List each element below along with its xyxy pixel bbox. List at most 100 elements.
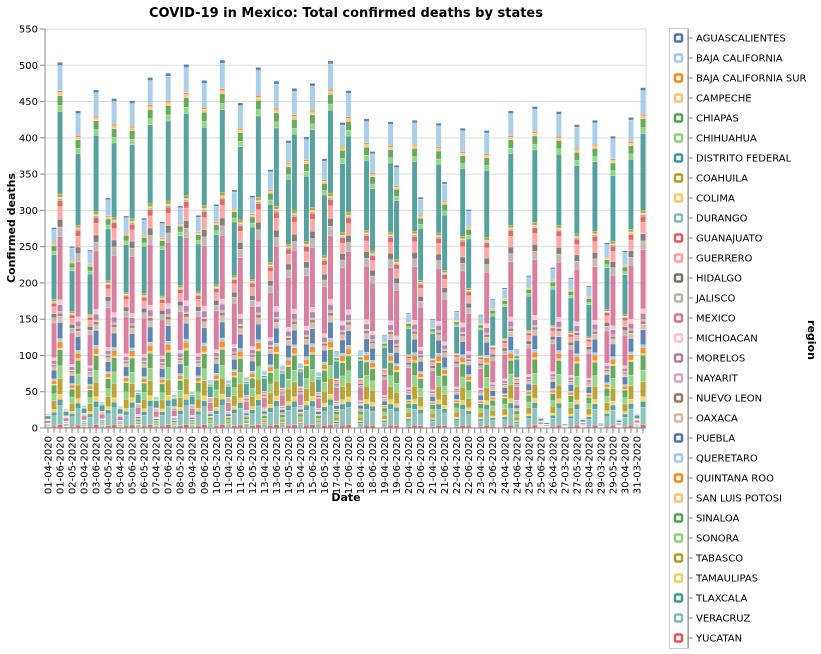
bar-segment: COAHUILA 06-06-2020 <box>147 203 153 207</box>
bar-segment: BAJA CALIFORNIA SUR 27-05-2020 <box>574 148 580 150</box>
bar-segment: VERACRUZ 18-05-2020 <box>364 409 369 426</box>
bar-segment: TAMAULIPAS 30-04-2020 <box>622 411 628 414</box>
bar-segment: TABASCO 25-04-2020 <box>526 407 532 414</box>
bar-segment: SAN LUIS POTOSI 01-06-2020 <box>57 348 63 350</box>
bar-segment: CHIHUAHUA 11-05-2020 <box>231 218 237 222</box>
bar-segment: TAMAULIPAS 29-05-2020 <box>610 401 616 405</box>
bar-segment: TAMAULIPAS 25-05-2020 <box>532 398 538 403</box>
bar-segment: COLIMA 16-05-2020 <box>322 258 327 259</box>
bar-segment: QUERETARO 23-04-2020 <box>478 400 484 402</box>
bar-segment: VERACRUZ 04-06-2020 <box>111 408 117 425</box>
bar-segment: QUINTANA ROO 19-06-2020 <box>394 366 400 371</box>
bar-segment: DURANGO 20-05-2020 <box>412 235 418 237</box>
bar-segment: SINALOA 14-05-2020 <box>285 366 291 379</box>
bar-segment: CHIHUAHUA 19-05-2020 <box>388 157 394 163</box>
bar-segment: CHIHUAHUA 21-04-2020 <box>430 332 436 334</box>
bar-segment: TLAXCALA 13-05-2020 <box>267 407 273 413</box>
bar-segment: GUERRERO 17-05-2020 <box>340 243 345 254</box>
bar-segment: TLAXCALA 06-05-2020 <box>141 411 147 415</box>
bar-segment: SAN LUIS POTOSI 19-06-2020 <box>394 370 400 372</box>
bar-segment: MEXICO 17-04-2020 <box>334 387 339 401</box>
bar-segment: PUEBLA 11-06-2020 <box>237 334 243 349</box>
bar-segment: NAYARIT 20-05-2020 <box>412 329 418 332</box>
bar-segment: COAHUILA 30-04-2020 <box>622 314 628 317</box>
bar-segment: VERACRUZ 20-05-2020 <box>412 409 418 426</box>
bar-segment: SAN LUIS POTOSI 15-06-2020 <box>309 352 315 355</box>
bar-segment: SINALOA 02-05-2020 <box>69 389 75 397</box>
bar-segment: HIDALGO 24-04-2020 <box>502 348 508 351</box>
bar-segment: SINALOA 10-06-2020 <box>219 349 225 366</box>
bar-segment: COAHUILA 18-06-2020 <box>370 251 376 254</box>
bar-segment: SONORA 09-06-2020 <box>201 368 207 381</box>
bar-segment: JALISCO 06-04-2020 <box>135 406 141 408</box>
bar-segment: BAJA CALIFORNIA 02-05-2020 <box>69 248 75 261</box>
bar-segment: TLAXCALA 24-05-2020 <box>508 403 514 409</box>
bar-segment: CHIHUAHUA 26-05-2020 <box>556 148 562 155</box>
bar-segment: CHIHUAHUA 06-05-2020 <box>141 243 147 247</box>
bar-segment: GUANAJUATO 19-06-2020 <box>394 264 400 269</box>
bar-segment: CHIHUAHUA 08-05-2020 <box>177 232 183 236</box>
bar-segment: MICHOACAN 04-05-2020 <box>105 347 111 351</box>
bar-segment: MORELOS 31-05-2020 <box>640 313 646 320</box>
bar-segment: MEXICO 18-05-2020 <box>364 266 369 320</box>
bar-segment: AGUASCALIENTES 26-05-2020 <box>556 111 562 115</box>
bar-segment: MORELOS 03-05-2020 <box>87 368 93 372</box>
bar-segment: HIDALGO 18-06-2020 <box>370 270 376 276</box>
bar-segment: JALISCO 22-04-2020 <box>454 363 460 367</box>
bar-segment: YUCATAN 26-05-2020 <box>556 425 562 428</box>
bar-segment: QUERETARO 13-05-2020 <box>267 364 273 367</box>
bar-segment: JALISCO 04-05-2020 <box>105 301 111 308</box>
bar-segment: SINALOA 28-04-2020 <box>586 397 592 404</box>
x-tick-label: 22-06-2020 <box>464 436 475 494</box>
bar-segment: DISTRITO FEDERAL 24-05-2020 <box>508 153 514 225</box>
bar-segment: GUANAJUATO 28-05-2020 <box>592 236 598 242</box>
bar-segment: TAMAULIPAS 24-05-2020 <box>508 398 514 403</box>
bar-segment: GUERRERO 15-05-2020 <box>303 252 309 262</box>
bar-segment: MORELOS 17-06-2020 <box>346 314 351 321</box>
bar-segment: QUERETARO 23-06-2020 <box>490 396 496 398</box>
bar-stack: YUCATAN 09-04-2020VERACRUZ 09-04-2020TLA… <box>189 391 195 428</box>
bar-segment: MORELOS 24-04-2020 <box>502 380 508 384</box>
bar-segment: SINALOA 01-05-2020 <box>51 385 57 394</box>
bar-segment: TLAXCALA 28-04-2020 <box>586 416 592 420</box>
bar-segment: DURANGO 14-06-2020 <box>291 214 297 217</box>
bar-segment: GUERRERO 15-06-2020 <box>309 219 315 232</box>
bar-stack: YUCATAN 08-06-2020VERACRUZ 08-06-2020TLA… <box>183 64 189 428</box>
bar-segment: COAHUILA 20-06-2020 <box>418 280 424 283</box>
bar-segment: DISTRITO FEDERAL 28-05-2020 <box>592 161 598 231</box>
bar-segment: PUEBLA 28-04-2020 <box>586 387 592 393</box>
bar-segment: VERACRUZ 21-05-2020 <box>436 409 442 426</box>
legend-symbol-icon <box>673 493 684 503</box>
bar-segment: QUINTANA ROO 19-05-2020 <box>388 355 394 361</box>
bar-segment: CHIHUAHUA 19-04-2020 <box>382 346 388 348</box>
bar-segment: SAN LUIS POTOSI 04-06-2020 <box>111 356 117 358</box>
bar-segment: TABASCO 22-04-2020 <box>454 412 460 417</box>
bar-segment: NUEVO LEON 15-06-2020 <box>309 319 315 323</box>
bar-segment: NUEVO LEON 09-06-2020 <box>201 318 207 322</box>
bar-segment: MEXICO 31-05-2020 <box>640 249 646 309</box>
bar-segment: GUERRERO 10-04-2020 <box>207 399 213 401</box>
bar-segment: CAMPECHE 27-04-2020 <box>568 290 574 292</box>
bar-segment: MEXICO 20-05-2020 <box>412 267 418 321</box>
bar-segment: DISTRITO FEDERAL 24-04-2020 <box>502 306 508 339</box>
bar-segment: GUANAJUATO 27-05-2020 <box>574 239 580 245</box>
bar-segment: GUANAJUATO 30-04-2020 <box>622 317 628 321</box>
bar-segment: CHIHUAHUA 29-04-2020 <box>604 264 610 268</box>
bar-segment: NUEVO LEON 24-04-2020 <box>502 384 508 385</box>
legend-item: HIDALGO <box>673 273 742 285</box>
bar-segment: CAMPECHE 04-06-2020 <box>111 126 117 129</box>
bar-segment: MEXICO 09-04-2020 <box>189 409 195 416</box>
bar-segment: HIDALGO 27-05-2020 <box>574 255 580 262</box>
bar-segment: QUINTANA ROO 27-04-2020 <box>568 392 574 395</box>
legend-item: GUERRERO <box>673 253 753 265</box>
bar-segment: SAN LUIS POTOSI 20-06-2020 <box>418 377 424 379</box>
bar-segment: CHIHUAHUA 10-05-2020 <box>213 230 219 235</box>
bar-segment: AGUASCALIENTES 02-05-2020 <box>69 246 75 248</box>
bar-segment: MICHOACAN 09-06-2020 <box>201 306 207 311</box>
legend-label: SONORA <box>696 534 739 545</box>
bar-segment: SAN LUIS POTOSI 31-05-2020 <box>640 353 646 356</box>
legend-label: CAMPECHE <box>696 94 752 105</box>
bar-segment: CHIHUAHUA 22-05-2020 <box>460 163 466 169</box>
bar-segment: NAYARIT 10-05-2020 <box>213 356 219 358</box>
bar-segment: BAJA CALIFORNIA SUR 04-05-2020 <box>105 215 111 217</box>
